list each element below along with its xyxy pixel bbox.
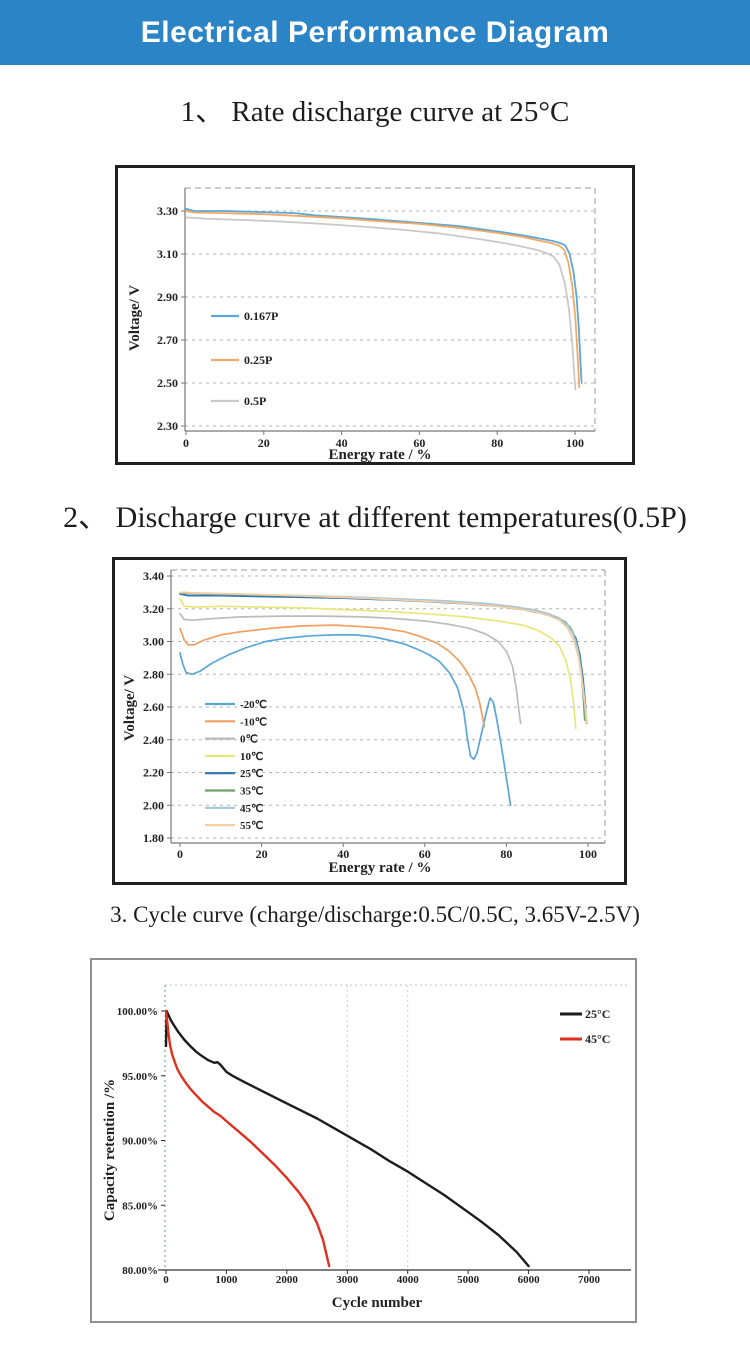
y-tick-label: 3.00 <box>143 635 164 649</box>
legend-label: 10℃ <box>240 751 263 763</box>
y-tick-label: 95.00% <box>122 1071 158 1083</box>
legend-label: 0.167P <box>244 309 278 323</box>
y-tick-label: 85.00% <box>122 1200 158 1212</box>
series--20℃ <box>179 634 512 807</box>
chart-svg: 3.40 3.20 3.00 2.80 2.60 2.40 2.20 2.00 1.80 0 20 4… <box>122 569 606 876</box>
legend-item: 55℃ <box>205 820 263 832</box>
x-tick-label: 80 <box>491 436 503 450</box>
header-banner: Electrical Performance Diagram <box>0 0 750 65</box>
y-tick-label: 2.80 <box>143 667 164 681</box>
legend-item: 35℃ <box>205 786 263 798</box>
y-tick-label: 100.00% <box>117 1006 158 1018</box>
x-tick-label: 100 <box>579 847 597 861</box>
y-tick-label: 3.20 <box>143 602 164 616</box>
x-tick-label: 40 <box>336 436 348 450</box>
legend-item: 45°C <box>560 1032 610 1046</box>
page-title: Electrical Performance Diagram <box>140 15 610 49</box>
legend-item: 0.25P <box>211 353 272 367</box>
y-tick-label: 90.00% <box>122 1136 158 1148</box>
series--10℃ <box>179 624 486 728</box>
x-tick-label: 40 <box>337 847 349 861</box>
x-tick-label: 20 <box>258 436 270 450</box>
legend-item: 0℃ <box>205 734 258 746</box>
legend-item: 0.5P <box>211 394 266 408</box>
legend-label: -10℃ <box>240 716 267 728</box>
x-axis-title: Energy rate / % <box>329 447 432 462</box>
legend-label: 35℃ <box>240 786 263 798</box>
x-tick-label: 0 <box>163 1274 169 1286</box>
y-tick-label: 2.50 <box>157 376 178 390</box>
legend-item: 25℃ <box>205 768 263 780</box>
x-tick-label: 80 <box>500 847 512 861</box>
legend-label: 45°C <box>585 1032 610 1046</box>
series-0℃ <box>179 612 522 725</box>
y-tick-label: 2.30 <box>157 419 178 433</box>
legend-item: -20℃ <box>205 699 267 711</box>
x-tick-label: 7000 <box>578 1274 601 1286</box>
series-55℃ <box>179 591 589 725</box>
legend-label: 25°C <box>585 1007 610 1021</box>
legend-label: 55℃ <box>240 820 263 832</box>
x-tick-label: 3000 <box>336 1274 359 1286</box>
y-axis-title: Capacity retention /% <box>102 1079 118 1221</box>
legend-label: 0.5P <box>244 394 266 408</box>
y-tick-label: 3.10 <box>157 247 178 261</box>
legend-item: 25°C <box>560 1007 610 1021</box>
y-tick-label: 1.80 <box>143 831 164 845</box>
series-10℃ <box>179 598 577 730</box>
section-2-heading: 2、 Discharge curve at different temperat… <box>63 501 687 534</box>
y-tick-label: 3.40 <box>143 569 164 583</box>
y-tick-label: 3.30 <box>157 204 178 218</box>
x-tick-label: 0 <box>183 436 189 450</box>
legend-label: 0℃ <box>240 734 258 746</box>
legend-item: 45℃ <box>205 803 263 815</box>
legend-item: 10℃ <box>205 751 263 763</box>
x-tick-label: 5000 <box>457 1274 480 1286</box>
legend-item: -10℃ <box>205 716 267 728</box>
x-tick-label: 60 <box>413 436 425 450</box>
legend-item: 0.167P <box>211 309 278 323</box>
legend-label: 45℃ <box>240 803 263 815</box>
legend-label: 25℃ <box>240 768 263 780</box>
y-tick-label: 2.20 <box>143 766 164 780</box>
x-tick-label: 4000 <box>397 1274 420 1286</box>
section-1-heading: 1、 Rate discharge curve at 25°C <box>180 96 570 128</box>
y-axis-title: Voltage/ V <box>122 675 138 741</box>
x-tick-label: 6000 <box>518 1274 541 1286</box>
y-tick-label: 80.00% <box>122 1265 158 1277</box>
y-tick-label: 2.90 <box>157 290 178 304</box>
legend-label: 0.25P <box>244 353 272 367</box>
chart-temperature-discharge: 3.40 3.20 3.00 2.80 2.60 2.40 2.20 2.00 1.80 0 20 4… <box>112 557 627 885</box>
y-tick-label: 2.70 <box>157 333 178 347</box>
x-tick-label: 0 <box>177 847 183 861</box>
x-tick-label: 20 <box>256 847 268 861</box>
series-0.167P <box>185 207 583 384</box>
chart-svg: 3.30 3.10 2.90 2.70 2.50 2.30 0 20 40 60 80 100 0.16… <box>127 187 596 463</box>
y-axis-title: Voltage/ V <box>127 285 143 351</box>
x-tick-label: 2000 <box>276 1274 299 1286</box>
x-axis-title: Cycle number <box>332 1295 423 1311</box>
y-tick-label: 2.60 <box>143 700 164 714</box>
legend-label: -20℃ <box>240 699 267 711</box>
series-25°C <box>164 1009 530 1268</box>
series-0.5P <box>185 216 577 391</box>
chart-svg: 100.00% 95.00% 90.00% 85.00% 80.00% 0 1000 2000… <box>102 984 631 1311</box>
chart-rate-discharge: 3.30 3.10 2.90 2.70 2.50 2.30 0 20 40 60 80 100 0.16… <box>115 165 635 465</box>
x-tick-label: 1000 <box>215 1274 238 1286</box>
series-0.25P <box>185 210 581 389</box>
section-3-heading: 3. Cycle curve (charge/discharge:0.5C/0.… <box>110 902 640 927</box>
x-tick-label: 100 <box>566 436 584 450</box>
series-45°C <box>164 1009 331 1268</box>
y-tick-label: 2.40 <box>143 733 164 747</box>
x-axis-title: Energy rate / % <box>329 860 432 876</box>
chart-cycle-curve: 100.00% 95.00% 90.00% 85.00% 80.00% 0 1000 2000… <box>90 958 637 1323</box>
y-tick-label: 2.00 <box>143 798 164 812</box>
x-tick-label: 60 <box>419 847 431 861</box>
